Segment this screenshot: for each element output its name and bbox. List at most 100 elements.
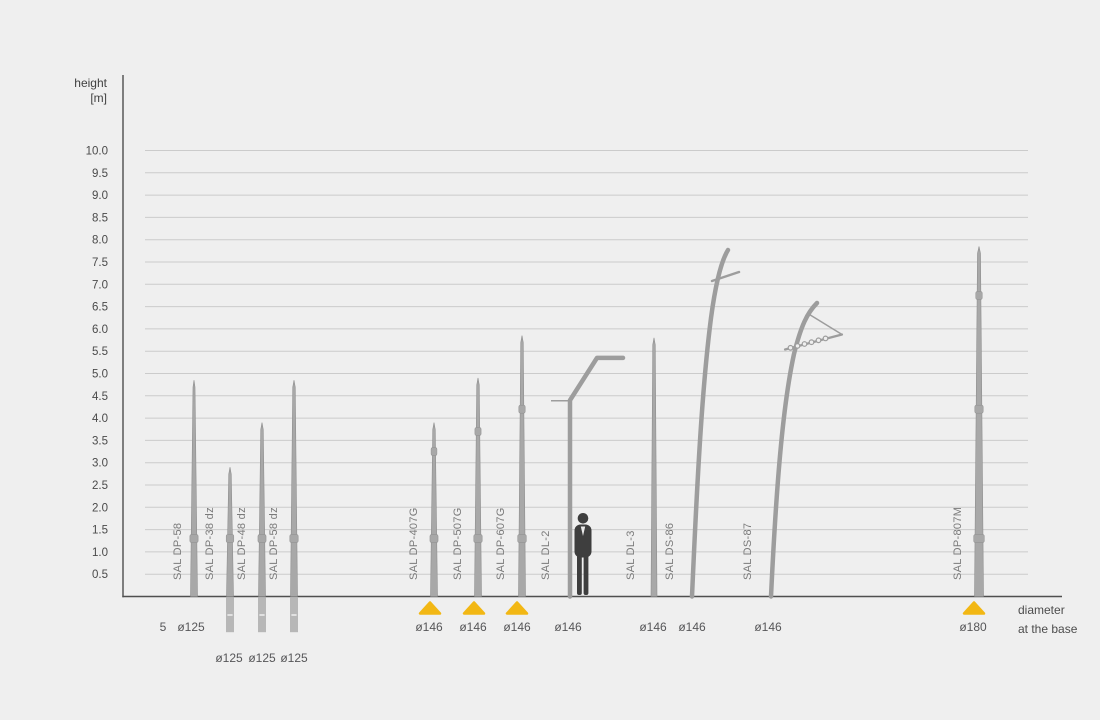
pole-collar [430,447,438,456]
y-tick-label: 2.0 [92,502,108,514]
y-tick-label: 3.0 [92,458,108,470]
y-tick-label: 10.0 [86,146,108,158]
curved-pole-shaft [768,300,820,599]
pole-sal-dp-48-dz: SAL DP-48 dz ø125 [236,422,276,665]
pole-sal-ds-86: SAL DS-86 ø146 [664,247,741,634]
base-marker-triangle [505,601,529,615]
pole-sal-dp-407g: SAL DP-407G ø146 [408,422,443,634]
y-tick-label: 1.0 [92,547,108,559]
pole-name-label: SAL DP-407G [408,507,420,580]
pole-name-label: SAL DP-48 dz [236,507,248,580]
pole-collar [289,534,299,543]
person-leg [583,555,589,595]
diameter-label: ø180 [959,620,987,634]
diameter-label: ø125 [215,651,243,665]
diameter-label: ø146 [459,620,487,634]
pole-collar [189,534,199,543]
base-marker-triangle [418,601,442,615]
y-tick-label: 6.0 [92,324,108,336]
pole-arm [710,270,741,283]
diameter-label: ø146 [678,620,706,634]
y-axis-title-line2: [m] [90,91,107,105]
person-leg [577,555,582,595]
truss-ring [801,341,808,347]
pole-shaft [290,380,298,597]
y-tick-label: 5.5 [92,346,108,358]
y-tick-label: 7.0 [92,279,108,291]
stray-label: 5 [160,620,167,634]
diameter-label: ø146 [503,620,531,634]
person-head [577,513,589,524]
pole-name-label: SAL DP-607G [495,507,507,580]
y-tick-label: 4.0 [92,413,108,425]
y-tick-label: 9.0 [92,190,108,202]
diameter-label: ø146 [639,620,667,634]
diameter-label: ø125 [248,651,276,665]
curved-pole-shaft [689,247,731,599]
pole-name-label: SAL DP-507G [452,507,464,580]
truss-ring [822,335,829,342]
pole-shaft [518,335,526,597]
base-marker-triangle [962,601,986,615]
pole-shaft [430,422,438,597]
y-tick-label: 7.5 [92,257,108,269]
pole-sal-dl-2: SAL DL-2 ø146 [540,355,626,634]
diameter-label: ø146 [415,620,443,634]
pole-shaft [650,337,658,597]
truss-ring [794,343,801,349]
pole-sal-dp-807m: SAL DP-807M ø180 [952,246,987,634]
x-axis-title-line2: at the base [1018,622,1078,636]
pole-name-label: SAL DP-58 [172,523,184,580]
y-tick-label: 8.5 [92,212,108,224]
pole-sal-dp-38-dz: SAL DP-38 dz ø125 [204,467,243,665]
pole-name-label: SAL DL-2 [540,530,552,580]
pole-sal-dp-507g: SAL DP-507G ø146 [452,377,487,634]
pole-name-label: SAL DS-86 [664,523,676,580]
lamp-pole-with-arm [567,355,626,599]
pole-shaft [258,422,266,597]
y-axis-title-line1: height [74,76,107,90]
pole-name-label: SAL DP-807M [952,507,964,580]
y-tick-label: 5.0 [92,369,108,381]
pole-name-label: SAL DL-3 [625,530,637,580]
y-axis-title: height [m] [0,76,107,106]
person-torso [574,524,592,558]
pole-sal-dl-3: SAL DL-3 ø146 [625,337,667,634]
pole-collar [474,427,482,436]
pole-name-label: SAL DP-58 dz [268,507,280,580]
pole-shaft [474,377,482,597]
pole-collar [973,534,985,543]
pole-sal-dp-607g: SAL DP-607G ø146 [495,335,531,634]
truss-ring [787,344,794,351]
base-marker-triangle [462,601,486,615]
y-tick-label: 1.5 [92,525,108,537]
pole-collar [473,534,483,543]
pole-name-label: SAL DS-87 [742,523,754,580]
truss-ring [808,339,815,346]
y-tick-label: 4.5 [92,391,108,403]
pole-collar [257,534,267,543]
diameter-label: ø146 [754,620,782,634]
y-tick-label: 3.5 [92,435,108,447]
y-tick-label: 9.5 [92,168,108,180]
pole-collar [974,404,984,414]
pole-sal-ds-87: SAL DS-87 ø146 [742,300,844,634]
y-tick-label: 6.5 [92,302,108,314]
pole-shaft [226,467,234,597]
pole-collar [225,534,235,543]
pole-collar [518,404,526,414]
x-axis-title: diameter at the base [1018,601,1100,639]
pole-sal-dp-58-dz: SAL DP-58 dz ø125 [268,380,308,665]
y-tick-label: 0.5 [92,569,108,581]
pole-shaft [974,246,984,597]
person-silhouette [574,513,592,595]
pole-collar [429,534,439,543]
diameter-label: ø125 [177,620,205,634]
y-tick-label: 2.5 [92,480,108,492]
pole-shaft [190,380,198,597]
truss-ring [815,337,822,344]
diameter-label: ø146 [554,620,582,634]
pole-collar [975,291,983,300]
